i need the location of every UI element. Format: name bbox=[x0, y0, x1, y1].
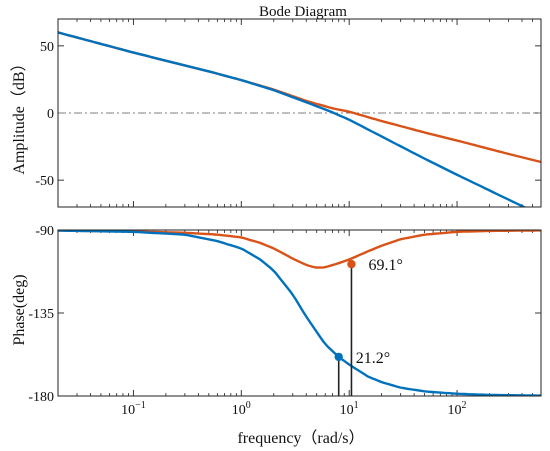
amplitude-series-blue-line bbox=[58, 31, 527, 207]
margin-marker bbox=[347, 259, 356, 269]
x-tick-label: 102 bbox=[448, 400, 467, 418]
phase-plot-frame bbox=[57, 229, 542, 397]
amplitude-plot-frame bbox=[57, 18, 542, 208]
phase-axis-label: Phase(deg) bbox=[11, 274, 28, 345]
phase-series-blue-line bbox=[58, 230, 541, 396]
x-tick-label: 101 bbox=[340, 400, 359, 418]
frequency-axis-label: frequency（rad/s） bbox=[237, 429, 364, 447]
phase-series-orange-line bbox=[58, 230, 541, 269]
phase-plot: -90 -135 -180 10−1 100 101 102 69.1° 21.2° bbox=[28, 224, 542, 418]
chart-title: Bode Diagram bbox=[259, 4, 347, 20]
y-tick-label: -180 bbox=[28, 390, 54, 405]
margin-marker bbox=[334, 352, 343, 362]
y-tick-label: -90 bbox=[35, 224, 54, 239]
amplitude-axis-label: Amplitude（dB） bbox=[10, 55, 28, 174]
x-tick-label: 100 bbox=[232, 400, 251, 418]
y-tick-label: -135 bbox=[28, 307, 54, 322]
y-tick-label: 0 bbox=[47, 107, 54, 122]
margin-annotation-label: 21.2° bbox=[356, 350, 390, 367]
y-tick-label: -50 bbox=[35, 174, 54, 189]
y-tick-label: 50 bbox=[40, 40, 54, 55]
margin-annotation-label: 69.1° bbox=[368, 257, 402, 274]
amplitude-plot: 50 0 -50 bbox=[35, 18, 542, 208]
x-tick-label: 10−1 bbox=[121, 400, 146, 418]
